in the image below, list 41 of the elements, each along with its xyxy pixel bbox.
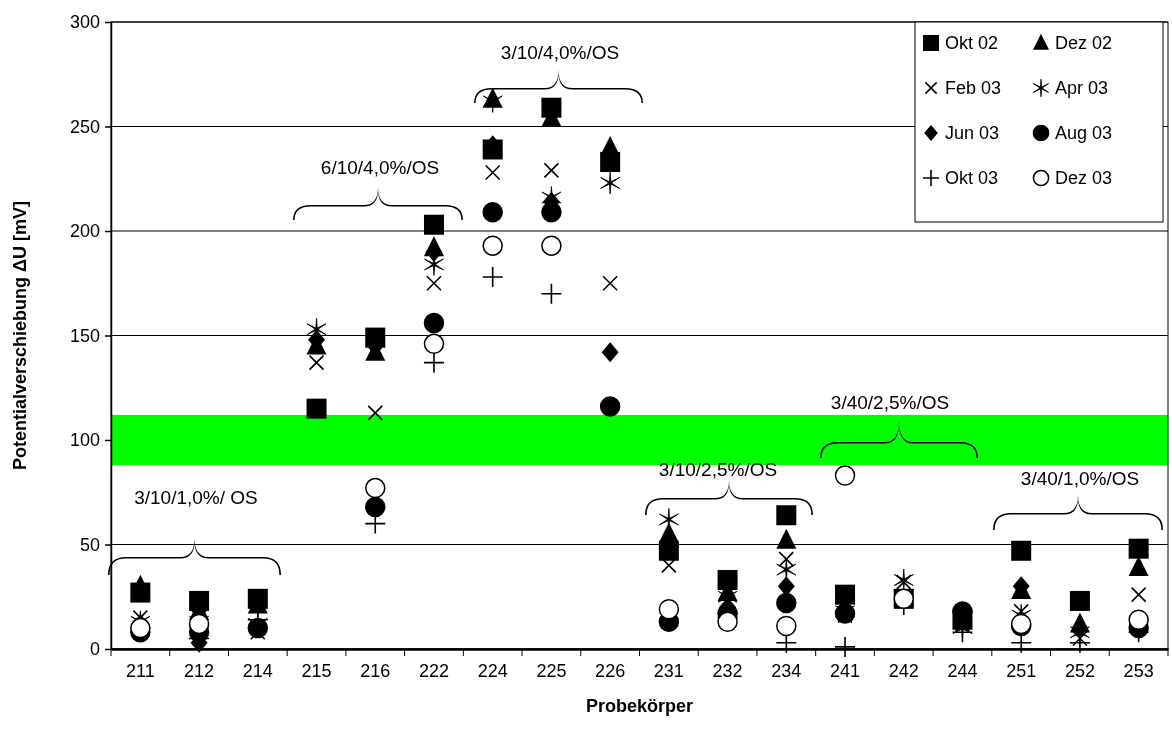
x-tick-label: 226: [595, 661, 626, 682]
annotation: 3/10/2,5%/OS: [658, 459, 778, 480]
x-tick-label: 211: [126, 661, 155, 682]
x-tick-label: 242: [888, 661, 919, 682]
x-tick-label: 232: [712, 661, 743, 682]
x-axis-title: Probekörper: [585, 696, 694, 716]
x-tick-label: 212: [184, 661, 215, 682]
y-tick-label: 0: [89, 639, 100, 660]
x-tick-label: 222: [418, 661, 449, 682]
y-tick-label: 50: [79, 534, 100, 555]
legend-label: Apr 03: [1055, 78, 1109, 98]
annotation: 3/10/1,0%/ OS: [134, 487, 258, 508]
x-tick-label: 234: [771, 661, 802, 682]
x-tick-label: 215: [301, 661, 332, 682]
legend-label: Dez 02: [1055, 33, 1113, 53]
y-tick-label: 200: [69, 221, 100, 242]
x-tick-label: 241: [830, 661, 861, 682]
x-tick-label: 251: [1006, 661, 1037, 682]
x-tick-label: 252: [1064, 661, 1095, 682]
x-tick-label: 244: [947, 661, 978, 682]
annotation: 3/40/2,5%/OS: [830, 392, 950, 413]
y-tick-label: 300: [69, 12, 100, 33]
annotation: 3/10/4,0%/OS: [500, 42, 620, 63]
annotation: 6/10/4,0%/OS: [320, 157, 440, 178]
x-tick-label: 214: [242, 661, 273, 682]
x-tick-label: 225: [536, 661, 567, 682]
x-tick-label: 231: [653, 661, 684, 682]
y-axis-title: Potentialverschiebung ΔU [mV]: [10, 201, 30, 470]
legend-label: Aug 03: [1055, 123, 1113, 143]
legend-label: Feb 03: [945, 78, 1002, 98]
x-tick-label: 216: [360, 661, 391, 682]
legend-label: Okt 02: [945, 33, 999, 53]
legend-label: Dez 03: [1055, 168, 1113, 188]
y-tick-label: 150: [69, 325, 100, 346]
x-tick-label: 253: [1123, 661, 1154, 682]
legend-label: Jun 03: [945, 123, 1000, 143]
y-tick-label: 250: [69, 116, 100, 137]
legend-label: Okt 03: [945, 168, 999, 188]
x-tick-label: 224: [477, 661, 508, 682]
annotation: 3/40/1,0%/OS: [1020, 468, 1140, 489]
y-tick-label: 100: [69, 430, 100, 451]
